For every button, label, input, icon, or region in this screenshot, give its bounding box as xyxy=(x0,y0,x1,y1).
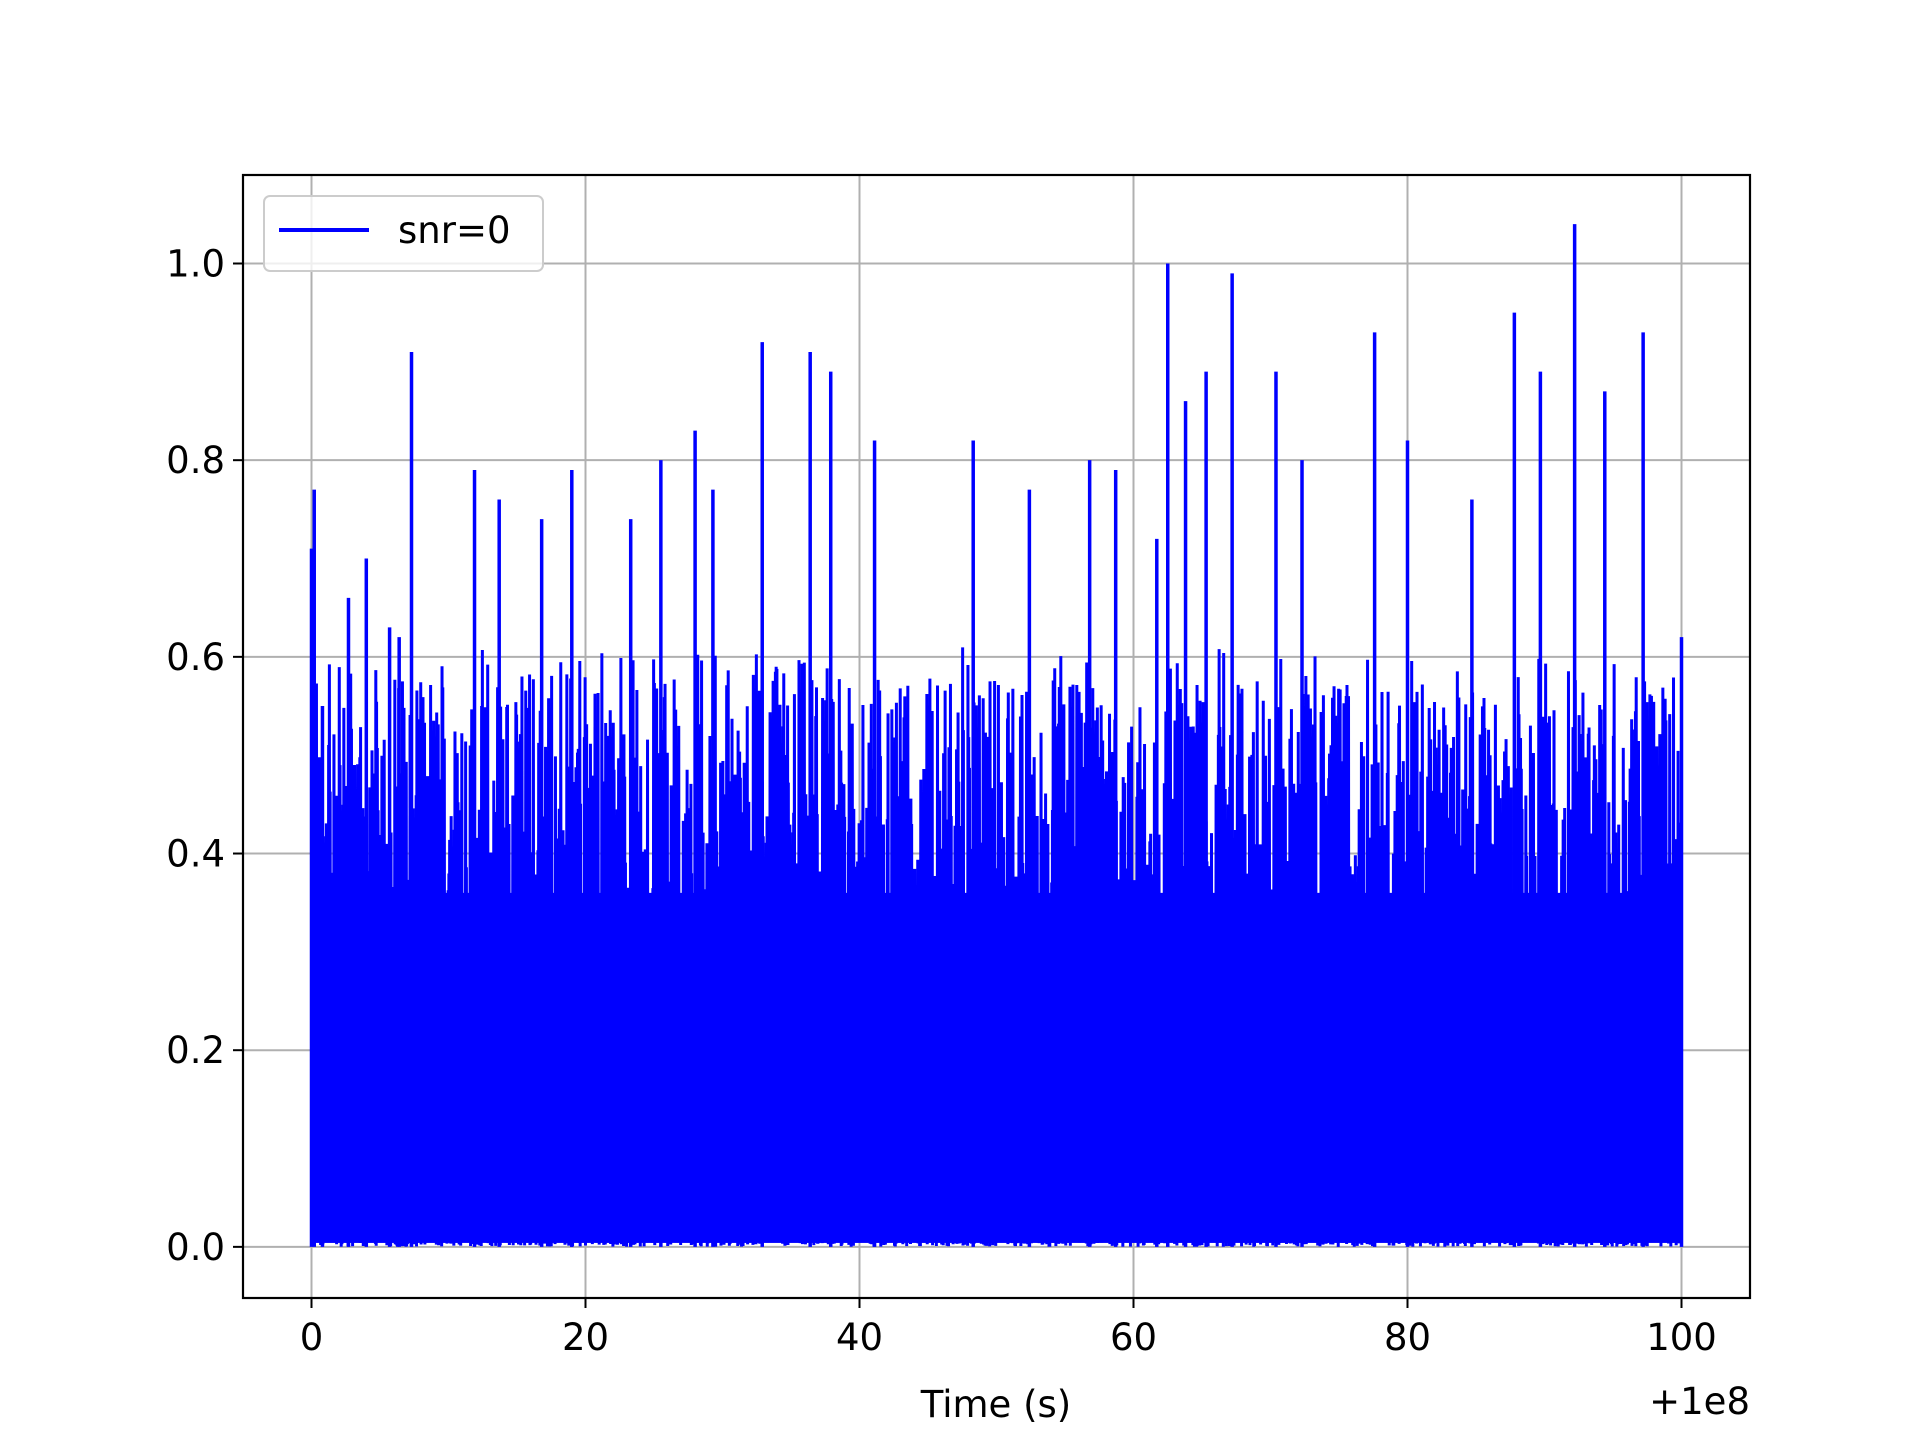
y-tick-label: 0.8 xyxy=(166,439,225,482)
tick-layer: 0 20 40 60 80 100 0.0 0.2 0.4 0.6 0.8 1.0 xyxy=(166,243,1717,1359)
y-tick-label: 1.0 xyxy=(166,243,225,286)
series-dense-band xyxy=(311,892,1682,1243)
x-axis-label: Time (s) xyxy=(920,1383,1071,1426)
legend-entry-label: snr=0 xyxy=(398,209,510,252)
x-tick-label: 60 xyxy=(1110,1316,1157,1359)
axes-frame xyxy=(241,173,1752,1300)
y-tick-label: 0.0 xyxy=(166,1226,225,1269)
x-tick-label: 80 xyxy=(1384,1316,1431,1359)
plot-area xyxy=(309,224,1684,1247)
x-tick-label: 20 xyxy=(562,1316,609,1359)
legend: snr=0 xyxy=(263,195,544,272)
y-tick-label: 0.6 xyxy=(166,636,225,679)
x-axis-offset-text: +1e8 xyxy=(1649,1380,1750,1423)
y-tick-label: 0.4 xyxy=(166,833,225,876)
x-tick-label: 100 xyxy=(1646,1316,1717,1359)
legend-box xyxy=(263,195,544,272)
x-tick-label: 40 xyxy=(836,1316,883,1359)
y-tick-label: 0.2 xyxy=(166,1029,225,1072)
x-tick-label: 0 xyxy=(300,1316,324,1359)
